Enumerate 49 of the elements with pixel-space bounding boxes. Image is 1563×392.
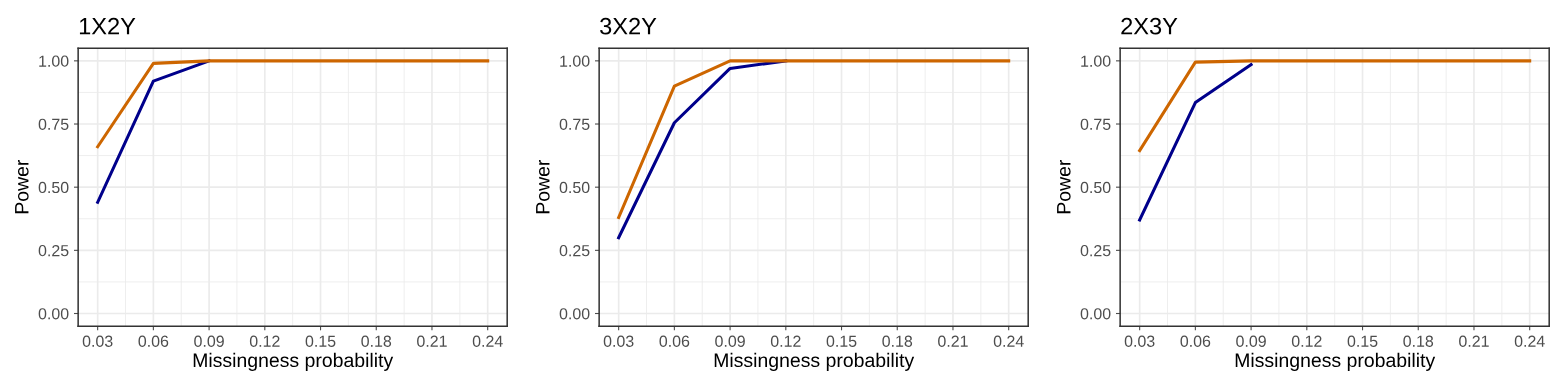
x-tick-label: 0.21	[1459, 335, 1489, 347]
x-tick-label: 0.24	[993, 335, 1024, 347]
x-tick-label: 0.03	[1124, 335, 1155, 347]
y-tick-label: 0.25	[38, 244, 69, 257]
x-axis-title: Missingness probability	[714, 352, 915, 371]
x-tick-label: 0.18	[882, 335, 913, 347]
x-tick-label: 0.03	[82, 335, 113, 347]
x-tick-label: 0.21	[938, 335, 968, 347]
x-axis-title: Missingness probability	[1235, 352, 1436, 371]
y-tick-label: 0.00	[1080, 308, 1111, 320]
chart-title: 3X2Y	[600, 17, 657, 35]
y-tick-label: 0.50	[38, 181, 69, 194]
x-tick-label: 0.15	[305, 335, 336, 347]
x-tick-label: 0.15	[826, 335, 857, 347]
y-tick-label: 0.25	[1080, 244, 1111, 257]
x-tick-label: 0.18	[361, 335, 392, 347]
x-tick-label: 0.09	[1236, 335, 1266, 347]
x-axis-title: Missingness probability	[193, 352, 394, 371]
y-tick-label: 1.00	[39, 55, 69, 67]
y-tick-label: 0.75	[1080, 118, 1111, 130]
x-tick-label: 0.06	[659, 335, 690, 347]
x-tick-label: 0.24	[1514, 335, 1545, 347]
x-tick-label: 0.24	[472, 335, 503, 347]
chart-title: 1X2Y	[79, 17, 136, 35]
y-tick-label: 0.00	[559, 308, 590, 320]
y-tick-label: 1.00	[1081, 55, 1111, 67]
y-tick-label: 1.00	[560, 55, 590, 67]
x-tick-label: 0.06	[138, 335, 169, 347]
x-tick-label: 0.06	[1180, 335, 1211, 347]
y-tick-label: 0.25	[559, 244, 590, 257]
y-tick-label: 0.75	[38, 118, 69, 130]
x-tick-label: 0.18	[1403, 335, 1434, 347]
x-tick-label: 0.21	[417, 335, 447, 347]
x-tick-label: 0.09	[194, 335, 224, 347]
x-tick-label: 0.15	[1347, 335, 1378, 347]
x-tick-label: 0.12	[249, 335, 280, 347]
x-tick-label: 0.12	[1291, 335, 1322, 347]
y-tick-label: 0.50	[559, 181, 590, 194]
line-series	[617, 59, 788, 240]
chart-title: 2X3Y	[1121, 17, 1178, 35]
y-tick-label: 0.00	[38, 308, 69, 320]
x-tick-label: 0.03	[603, 335, 634, 347]
y-axis-title: Power	[1057, 159, 1071, 214]
y-tick-label: 0.50	[1080, 181, 1111, 194]
x-tick-label: 0.09	[715, 335, 745, 347]
y-axis-title: Power	[15, 159, 29, 214]
y-tick-label: 0.75	[559, 118, 590, 130]
x-tick-label: 0.12	[770, 335, 801, 347]
y-axis-title: Power	[536, 159, 550, 214]
